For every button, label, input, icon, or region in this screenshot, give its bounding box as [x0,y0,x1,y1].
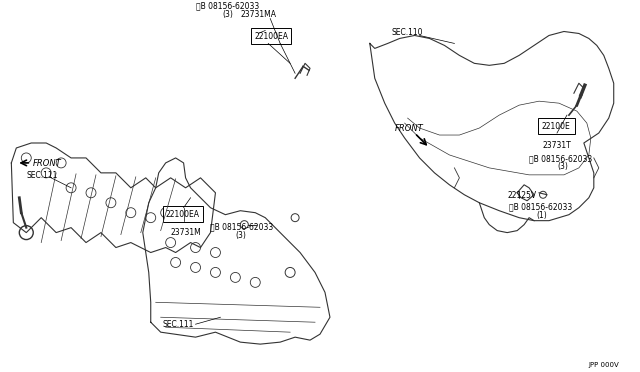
Text: SEC.111: SEC.111 [163,320,194,329]
FancyBboxPatch shape [252,29,291,44]
FancyBboxPatch shape [538,118,575,134]
Text: (1): (1) [536,211,547,220]
Text: FRONT: FRONT [33,159,62,168]
Text: 23731M: 23731M [171,228,202,237]
Text: 22100E: 22100E [541,122,570,131]
Text: 22100EA: 22100EA [254,32,288,41]
Text: 22125V: 22125V [507,191,536,200]
FancyBboxPatch shape [163,206,202,222]
Text: JPP 000V: JPP 000V [589,362,620,368]
Text: SEC.110: SEC.110 [392,29,423,38]
Text: (3): (3) [236,231,246,240]
Text: ⒷB 08156-62033: ⒷB 08156-62033 [529,154,593,163]
Text: 23731MA: 23731MA [241,10,276,19]
Text: (3): (3) [557,162,568,171]
Text: ⒷB 08156-62033: ⒷB 08156-62033 [196,1,259,10]
Text: ⒷB 08156-62033: ⒷB 08156-62033 [509,203,572,212]
Text: SEC.111: SEC.111 [26,171,58,180]
Text: 22100EA: 22100EA [166,210,200,219]
Text: FRONT: FRONT [395,124,424,133]
Text: (3): (3) [223,10,234,19]
Text: 23731T: 23731T [542,141,571,150]
Text: ⒷB 08156-62033: ⒷB 08156-62033 [211,222,274,232]
